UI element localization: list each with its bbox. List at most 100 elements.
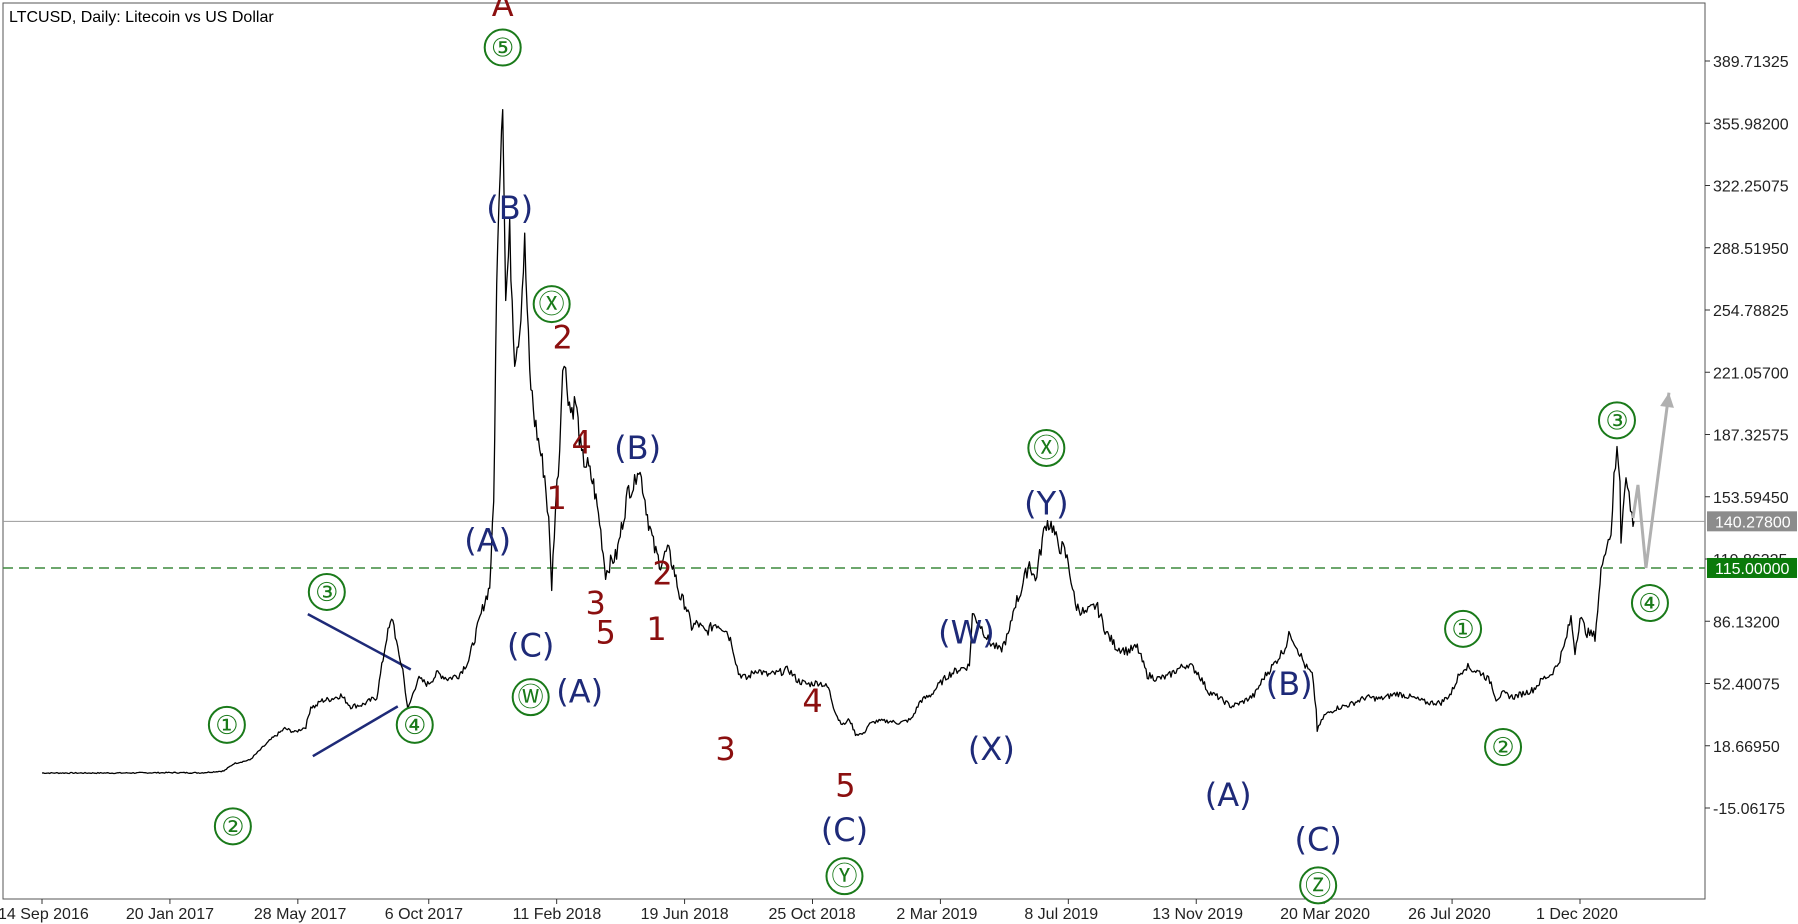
wave-label-text: ⑤ bbox=[491, 34, 514, 64]
wave-label-text: ③ bbox=[315, 578, 338, 608]
projection-path bbox=[1631, 392, 1674, 569]
wave-label: (B) bbox=[1266, 665, 1313, 703]
x-axis: 14 Sep 2016 20 Jan 2017 28 May 2017 6 Oct 2… bbox=[0, 899, 1618, 923]
x-tick-label: 6 Oct 2017 bbox=[385, 906, 463, 923]
wave-label-circled: ④ bbox=[1630, 584, 1669, 623]
y-tick-label: 288.51950 bbox=[1713, 241, 1789, 258]
plot-frame bbox=[2, 2, 1706, 900]
wave-label: A bbox=[492, 0, 514, 24]
y-tick-label: 187.32575 bbox=[1713, 428, 1789, 445]
x-tick-label: 19 Jun 2018 bbox=[641, 906, 729, 923]
price-series-line bbox=[41, 108, 1635, 775]
y-tick-label: 153.59450 bbox=[1713, 490, 1789, 507]
wave-label-circled: ① bbox=[207, 705, 246, 744]
wave-label: 4 bbox=[802, 682, 822, 720]
wave-label-circled: Ⓧ bbox=[532, 285, 571, 324]
y-tick-label: 221.05700 bbox=[1713, 365, 1789, 382]
wave-label: 3 bbox=[715, 730, 735, 768]
wave-label-text: ① bbox=[1451, 615, 1474, 645]
x-tick-label: 28 May 2017 bbox=[254, 906, 347, 923]
wave-label: 5 bbox=[595, 614, 615, 652]
wave-label-circle bbox=[213, 807, 252, 846]
projection-arrowhead bbox=[1660, 392, 1674, 408]
wave-label: 1 bbox=[646, 610, 666, 648]
level-price-value: 115.00000 bbox=[1715, 561, 1790, 578]
wave-label-text: ③ bbox=[1605, 406, 1628, 436]
wave-label-circle bbox=[1630, 584, 1669, 623]
price-tags: 140.27800 115.00000 bbox=[1707, 511, 1797, 578]
wave-label-circled: ② bbox=[213, 807, 252, 846]
wave-label-text: Ⓩ bbox=[1305, 871, 1331, 901]
wave-label: 3 bbox=[585, 584, 605, 622]
x-tick-label: 2 Mar 2019 bbox=[896, 906, 977, 923]
x-tick-label: 26 Jul 2020 bbox=[1408, 906, 1491, 923]
wave-label-circle bbox=[1597, 401, 1636, 440]
wave-label: 1 bbox=[546, 479, 566, 517]
chart-title: LTCUSD, Daily: Litecoin vs US Dollar bbox=[9, 9, 274, 26]
wave-label-circle bbox=[307, 572, 346, 611]
wave-label-circle bbox=[532, 285, 571, 324]
wave-label-circle bbox=[1027, 429, 1066, 468]
wave-label-circled: ③ bbox=[307, 572, 346, 611]
wave-label-circle bbox=[1484, 727, 1523, 766]
wave-label-circle bbox=[1444, 609, 1483, 648]
x-tick-label: 25 Oct 2018 bbox=[768, 906, 855, 923]
wave-label: (X) bbox=[968, 730, 1015, 768]
wave-label-text: ① bbox=[215, 711, 238, 741]
wave-label-circled: Ⓩ bbox=[1299, 866, 1338, 905]
x-tick-label: 13 Nov 2019 bbox=[1152, 906, 1243, 923]
wave-label-text: Ⓦ bbox=[518, 683, 544, 713]
x-tick-label: 8 Jul 2019 bbox=[1024, 906, 1098, 923]
wave-label-circled: ② bbox=[1484, 727, 1523, 766]
wave-label-text: Ⓧ bbox=[539, 290, 565, 320]
wave-label: (A) bbox=[556, 673, 603, 711]
wave-label-circled: Ⓦ bbox=[511, 678, 550, 717]
x-tick-label: 1 Dec 2020 bbox=[1536, 906, 1618, 923]
current-price-tag bbox=[1707, 511, 1797, 532]
wave-label: 2 bbox=[552, 318, 572, 356]
wave-label-circle bbox=[395, 705, 434, 744]
wave-label-circle bbox=[825, 857, 864, 896]
wave-label: (A) bbox=[464, 521, 511, 559]
wave-label-circle bbox=[207, 705, 246, 744]
wave-label: 2 bbox=[652, 555, 672, 593]
x-tick-label: 11 Feb 2018 bbox=[513, 906, 602, 923]
wave-label-circled: Ⓨ bbox=[825, 857, 864, 896]
wave-label: (C) bbox=[821, 811, 868, 849]
y-axis: 389.71325 355.98200 322.25075 288.51950 254.… bbox=[1705, 54, 1789, 818]
wave-label: (C) bbox=[1295, 820, 1342, 858]
y-tick-label: 86.13200 bbox=[1713, 614, 1780, 631]
triangle-line bbox=[307, 613, 412, 671]
wave-label-circled: ① bbox=[1444, 609, 1483, 648]
wave-label-text: ④ bbox=[403, 711, 426, 741]
wave-label-text: ② bbox=[221, 812, 244, 842]
wave-label-circle bbox=[511, 678, 550, 717]
wave-label-text: ④ bbox=[1638, 589, 1661, 619]
y-tick-label: 254.78825 bbox=[1713, 303, 1789, 320]
wave-label: (B) bbox=[486, 189, 533, 227]
triangle-lines bbox=[307, 613, 412, 758]
wave-label-text: ② bbox=[1491, 733, 1514, 763]
y-tick-label: 322.25075 bbox=[1713, 179, 1789, 196]
wave-label-circled: ⑤ bbox=[483, 28, 522, 67]
current-price-value: 140.27800 bbox=[1715, 514, 1791, 531]
wave-label-circled: ④ bbox=[395, 705, 434, 744]
x-tick-label: 20 Mar 2020 bbox=[1280, 906, 1370, 923]
wave-label: (Y) bbox=[1024, 484, 1069, 522]
wave-label-text: Ⓧ bbox=[1033, 434, 1059, 464]
wave-label-text: Ⓨ bbox=[831, 862, 857, 892]
wave-label: (W) bbox=[938, 614, 995, 652]
x-tick-label: 20 Jan 2017 bbox=[126, 906, 214, 923]
y-tick-label: 52.40075 bbox=[1713, 677, 1780, 694]
wave-label: (C) bbox=[507, 626, 554, 664]
wave-label-circled: Ⓧ bbox=[1027, 429, 1066, 468]
wave-label-circled: ③ bbox=[1597, 401, 1636, 440]
projection-line bbox=[1631, 392, 1671, 569]
y-tick-label: 355.98200 bbox=[1713, 116, 1789, 133]
wave-label-circle bbox=[1299, 866, 1338, 905]
y-tick-label: 18.66950 bbox=[1713, 739, 1780, 756]
x-tick-label: 14 Sep 2016 bbox=[0, 906, 89, 923]
